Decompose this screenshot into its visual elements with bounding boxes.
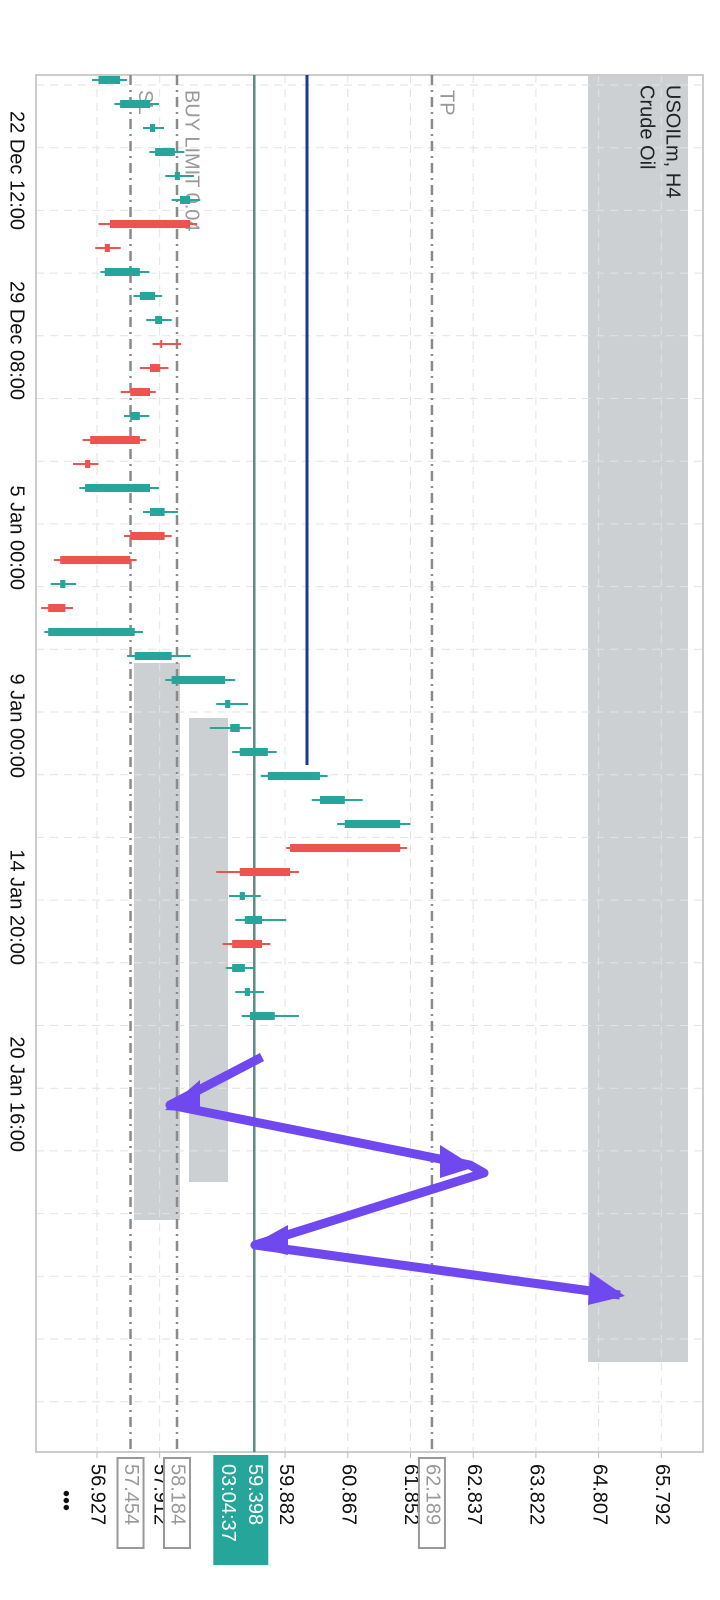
candle-body bbox=[155, 316, 163, 324]
countdown: 03:04:37 bbox=[217, 1464, 239, 1542]
price-label: 61.852 bbox=[400, 1464, 422, 1525]
candle-body bbox=[98, 76, 121, 84]
price-label: 60.867 bbox=[338, 1464, 360, 1525]
description: Crude Oil bbox=[636, 85, 658, 169]
zone bbox=[134, 663, 180, 1220]
candle-body bbox=[150, 364, 161, 372]
price-box bbox=[163, 1457, 192, 1549]
candle-body bbox=[85, 460, 91, 468]
candle-body bbox=[225, 700, 231, 708]
candle-body bbox=[90, 436, 140, 444]
arrow-head bbox=[250, 1225, 288, 1255]
candle-body bbox=[174, 172, 180, 180]
time-label: 20 Jan 16:00 bbox=[6, 1036, 28, 1152]
order-label: TP bbox=[436, 90, 458, 116]
candle-body bbox=[60, 556, 131, 564]
candle-body bbox=[171, 676, 226, 684]
candle-body bbox=[160, 340, 163, 348]
candle-body bbox=[290, 844, 401, 852]
candle-body bbox=[85, 484, 151, 492]
candle-body bbox=[155, 148, 175, 156]
price-box-label: 58.184 bbox=[167, 1464, 189, 1525]
candle-body bbox=[319, 796, 345, 804]
candle-body bbox=[104, 268, 140, 276]
candle-body bbox=[344, 820, 401, 828]
current-price-box bbox=[213, 1455, 269, 1565]
candle-body bbox=[249, 1012, 275, 1020]
candle-body bbox=[60, 580, 66, 588]
candle-body bbox=[139, 292, 156, 300]
candle-body bbox=[150, 124, 156, 132]
price-label: 59.882 bbox=[275, 1464, 297, 1525]
candle-body bbox=[239, 892, 245, 900]
candle-body bbox=[109, 220, 191, 228]
candle-body bbox=[48, 604, 66, 612]
candle-body bbox=[120, 100, 151, 108]
candle-body bbox=[244, 916, 263, 924]
price-label: 64.807 bbox=[588, 1464, 610, 1525]
candle-body bbox=[179, 196, 191, 204]
price-label: 63.822 bbox=[526, 1464, 548, 1525]
time-label: 9 Jan 00:00 bbox=[6, 673, 28, 778]
candle-body bbox=[130, 388, 151, 396]
price-label: 62.837 bbox=[463, 1464, 485, 1525]
arrow-head bbox=[165, 1080, 200, 1112]
symbol: USOILm, H4 bbox=[662, 85, 684, 198]
candle-body bbox=[244, 988, 250, 996]
candle-body bbox=[232, 940, 263, 948]
candle-body bbox=[104, 244, 110, 252]
menu-dots[interactable]: ••• bbox=[55, 1490, 77, 1511]
zone bbox=[588, 75, 688, 1362]
time-label: 5 Jan 00:00 bbox=[6, 485, 28, 590]
price-box-label: 62.189 bbox=[422, 1464, 444, 1525]
arrow-head bbox=[588, 1272, 625, 1305]
price-box-label: 57.454 bbox=[120, 1464, 142, 1525]
candle-body bbox=[239, 868, 291, 876]
arrow-head bbox=[440, 1145, 475, 1178]
time-label: 29 Dec 08:00 bbox=[6, 281, 28, 400]
candle-body bbox=[130, 412, 140, 420]
time-label: 22 Dec 12:00 bbox=[6, 111, 28, 230]
candle-body bbox=[239, 748, 268, 756]
candle-body bbox=[130, 532, 165, 540]
candle-body bbox=[267, 772, 320, 780]
price-label: 65.792 bbox=[651, 1464, 673, 1525]
frame bbox=[35, 74, 704, 1453]
candle-body bbox=[48, 628, 135, 636]
price-box bbox=[417, 1457, 446, 1549]
candle-body bbox=[150, 508, 165, 516]
candle-body bbox=[232, 964, 245, 972]
order-label: BUY LIMIT 0.04 bbox=[181, 90, 203, 232]
candle-body bbox=[230, 724, 240, 732]
candle-body bbox=[134, 652, 172, 660]
price-box bbox=[116, 1457, 145, 1549]
current-price: 59.398 bbox=[244, 1464, 266, 1525]
time-label: 14 Jan 20:00 bbox=[6, 849, 28, 965]
price-label: 56.927 bbox=[87, 1464, 109, 1525]
